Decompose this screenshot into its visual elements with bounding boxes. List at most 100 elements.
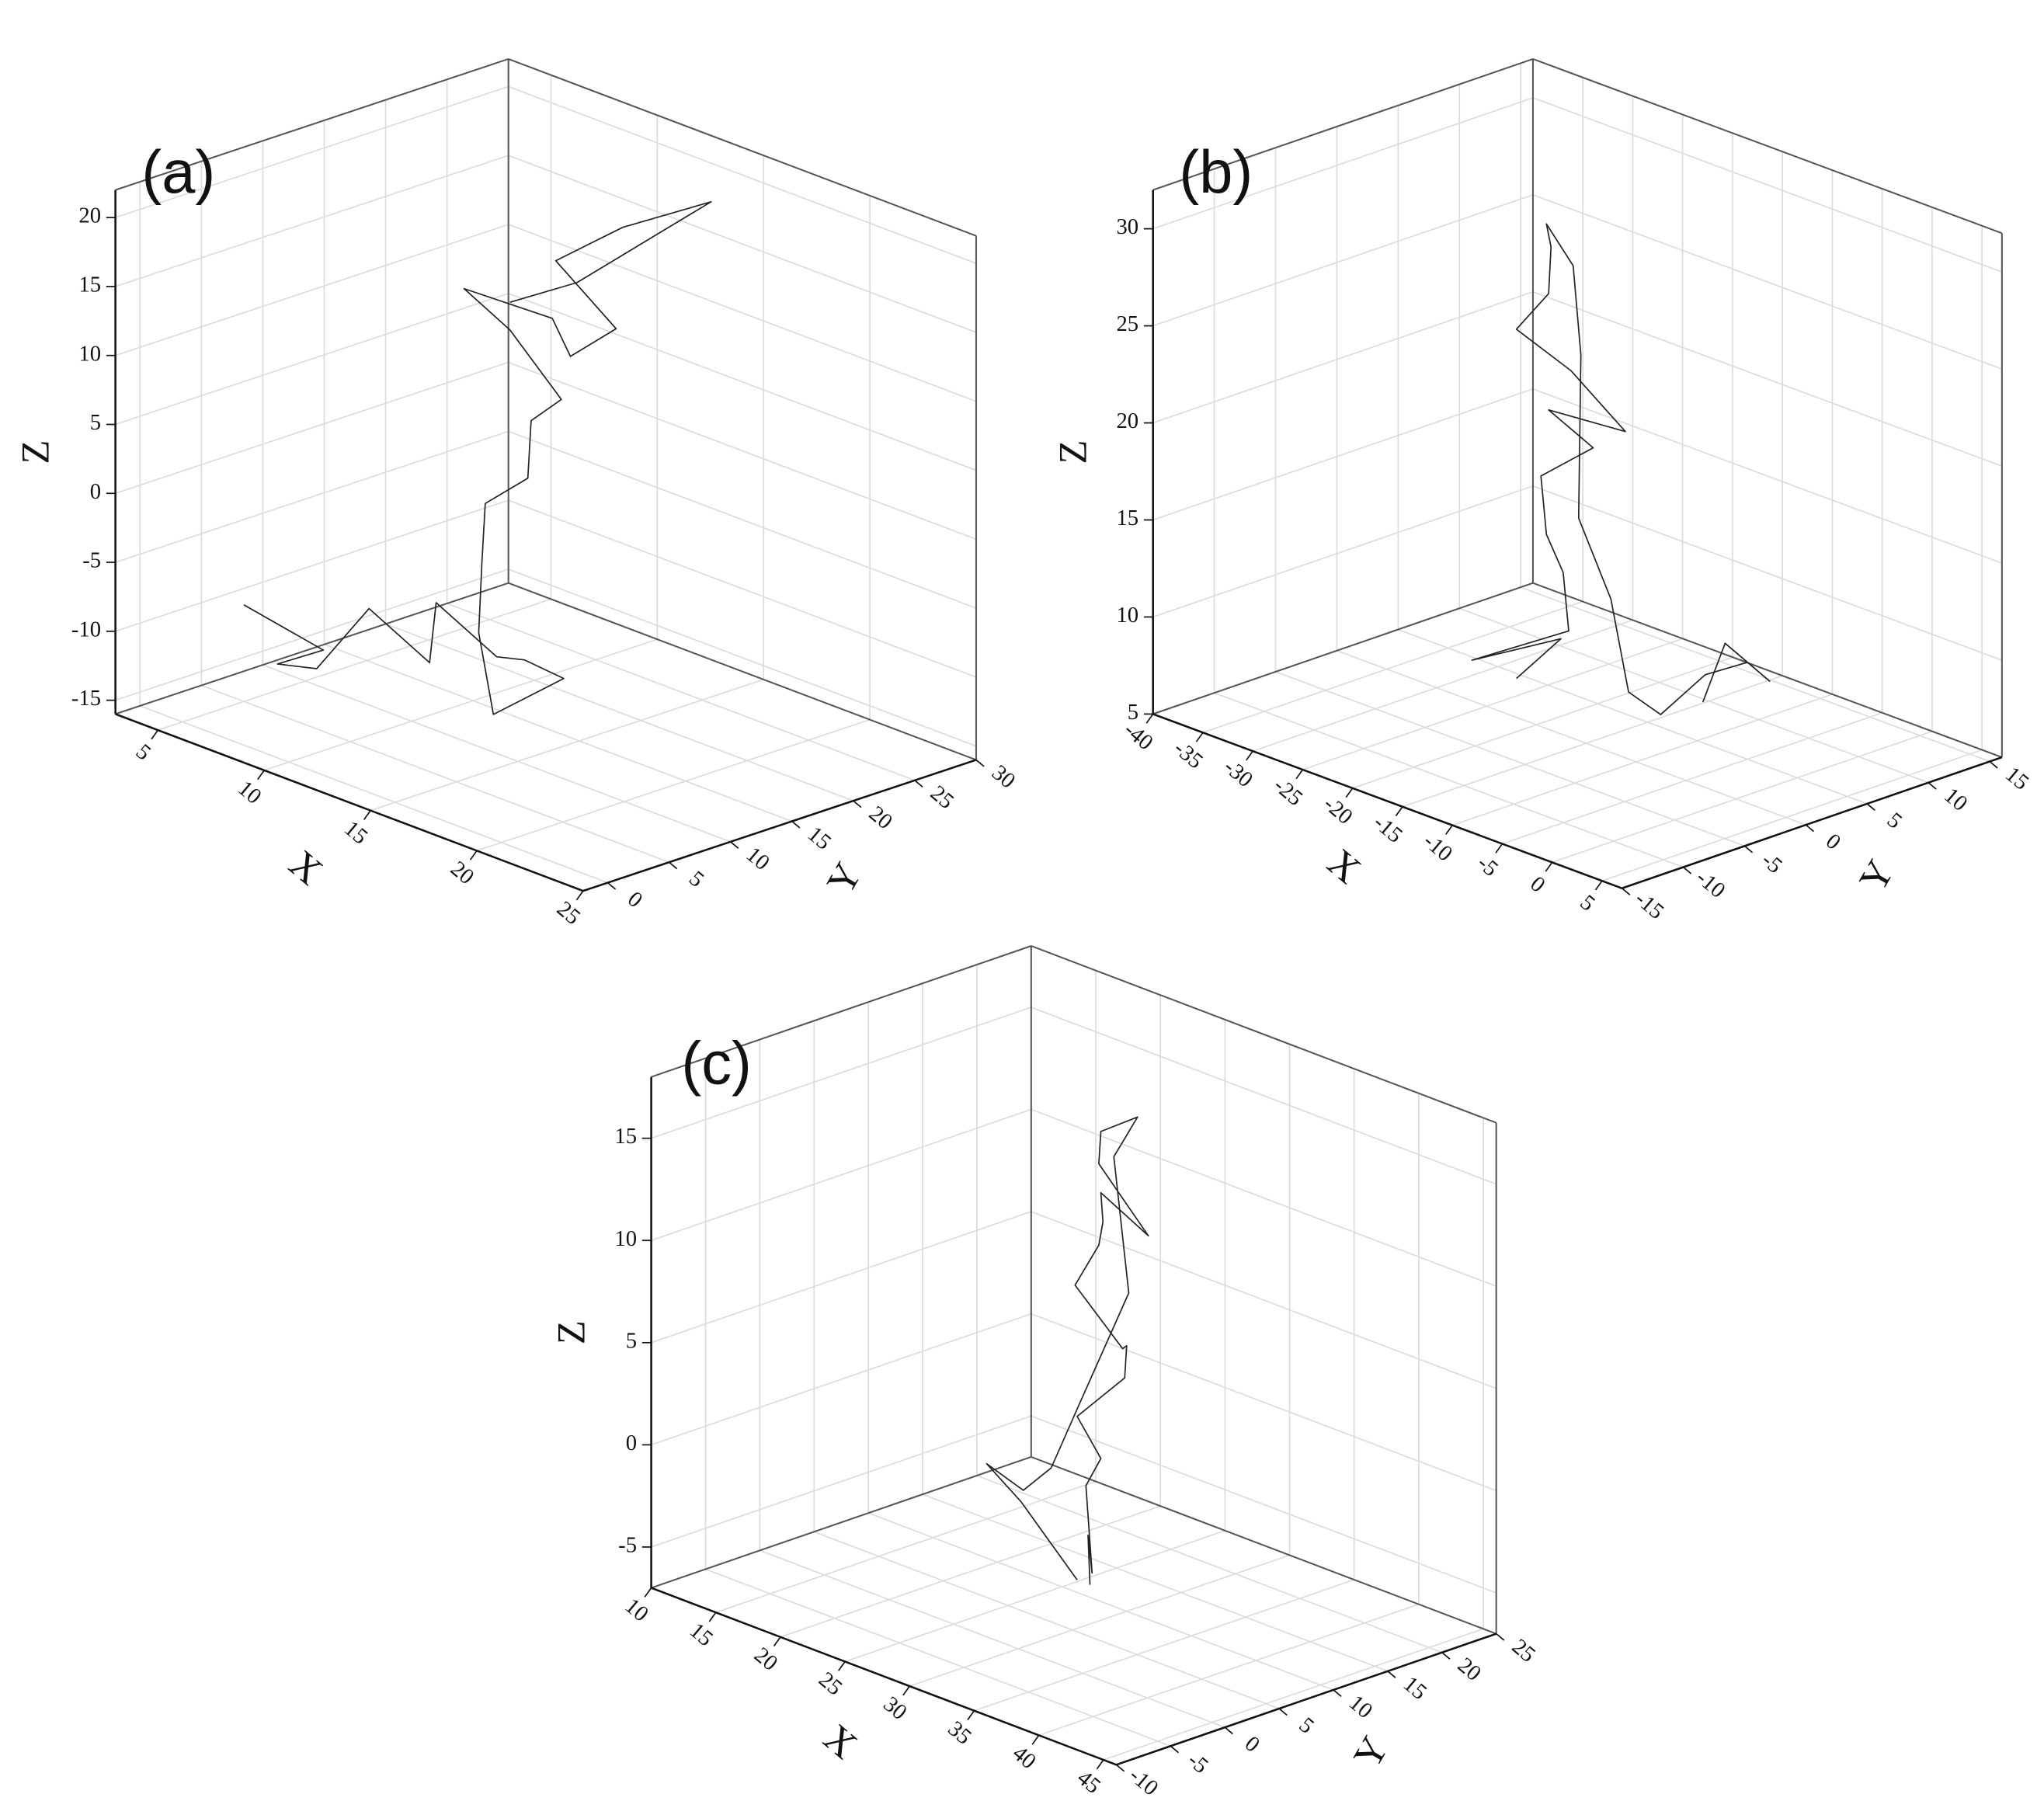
x-tick xyxy=(1031,1734,1040,1745)
grid-line xyxy=(508,293,977,471)
x-tick-label: 25 xyxy=(814,1667,847,1701)
box-edge xyxy=(1532,582,2003,759)
grid-line xyxy=(115,430,509,563)
y-tick-label: 15 xyxy=(1399,1671,1432,1705)
z-axis-title: Z xyxy=(549,1320,593,1344)
y-tick-label: 25 xyxy=(926,781,959,814)
y-tick xyxy=(914,780,923,788)
y-tick xyxy=(607,881,617,890)
grid-line xyxy=(976,1475,1443,1653)
y-tick-label: 0 xyxy=(1240,1731,1265,1758)
grid-line xyxy=(1458,607,1929,784)
x-axis xyxy=(115,713,584,892)
z-tick-label: 30 xyxy=(1116,214,1138,239)
box-edge xyxy=(651,1455,1032,1589)
x-tick-label: 5 xyxy=(131,739,156,766)
x-tick xyxy=(1594,880,1603,891)
x-tick-label: -5 xyxy=(1472,850,1503,881)
grid-line xyxy=(1031,1313,1496,1492)
grid-line xyxy=(262,664,731,843)
x-axis-title: X xyxy=(281,842,331,893)
x-tick xyxy=(257,770,265,781)
x-tick-label: -40 xyxy=(1119,717,1158,755)
x-tick xyxy=(1295,769,1304,780)
grid-line xyxy=(115,361,509,495)
grid-line xyxy=(1252,619,1633,752)
grid-line xyxy=(760,1549,1225,1728)
x-axis xyxy=(1152,713,1623,889)
grid-line xyxy=(1451,694,1833,826)
grid-line xyxy=(385,623,854,801)
x-axis xyxy=(651,1587,1117,1766)
panel-label: (b) xyxy=(1179,139,1253,206)
y-tick xyxy=(1928,782,1937,790)
grid-line xyxy=(1031,1211,1496,1389)
z-tick-label: 25 xyxy=(1116,311,1138,336)
x-tick-label: -10 xyxy=(1419,829,1458,867)
y-tick xyxy=(975,759,985,767)
x-tick-label: 30 xyxy=(878,1692,912,1725)
grid-line xyxy=(867,1512,1334,1691)
grid-line xyxy=(922,1493,1389,1672)
x-tick xyxy=(1145,713,1154,724)
grid-line xyxy=(1202,600,1583,734)
box-edge xyxy=(1532,57,2003,235)
x-tick xyxy=(575,890,584,901)
z-tick-label: -10 xyxy=(71,617,101,641)
grid-line xyxy=(1275,671,1745,847)
x-tick xyxy=(967,1710,975,1721)
grid-line xyxy=(508,430,977,609)
x-tick xyxy=(1195,732,1204,742)
x-tick-label: 15 xyxy=(339,816,373,850)
grid-line xyxy=(651,1415,1032,1548)
y-tick-label: 0 xyxy=(1821,829,1846,855)
z-tick-label: 10 xyxy=(614,1226,637,1251)
box-edge xyxy=(1031,945,1497,1124)
z-tick-label: 15 xyxy=(614,1124,637,1149)
z-tick-label: 5 xyxy=(626,1328,637,1353)
z-tick-label: 20 xyxy=(1116,409,1138,433)
y-axis xyxy=(582,759,977,892)
grid-line xyxy=(813,1531,1280,1709)
grid-line xyxy=(1152,194,1534,327)
y-tick xyxy=(1387,1671,1396,1678)
y-tick xyxy=(1989,760,1998,769)
z-tick-label: -5 xyxy=(618,1533,637,1558)
y-tick xyxy=(1278,1708,1288,1716)
y-tick-label: -10 xyxy=(1125,1763,1163,1801)
grid-line xyxy=(651,1007,1032,1139)
y-tick xyxy=(1496,1632,1505,1641)
y-tick-label: 20 xyxy=(1453,1653,1486,1686)
grid-line xyxy=(1038,1603,1420,1737)
y-tick-label: 20 xyxy=(864,801,898,834)
grid-line xyxy=(1152,388,1534,521)
z-tick-label: 5 xyxy=(90,410,101,435)
x-tick xyxy=(1545,861,1553,872)
box-edge xyxy=(1152,582,1534,715)
y-tick xyxy=(1682,866,1692,874)
y-tick xyxy=(1805,824,1815,833)
z-tick-label: -5 xyxy=(82,548,101,573)
panel-label: (c) xyxy=(681,1030,751,1097)
x-tick-label: 40 xyxy=(1008,1740,1041,1774)
y-axis-title: Y xyxy=(819,855,871,902)
grid-line xyxy=(1532,194,2003,370)
x-tick xyxy=(1246,750,1253,761)
y-tick xyxy=(853,800,862,808)
grid-line xyxy=(324,643,793,822)
grid-line xyxy=(1214,692,1684,868)
grid-line xyxy=(715,1480,1097,1614)
box-edge xyxy=(1031,1455,1497,1635)
y-tick xyxy=(1224,1726,1233,1735)
trajectory xyxy=(985,1116,1149,1585)
z-tick-label: 15 xyxy=(78,272,101,297)
grid-line xyxy=(1031,1007,1496,1185)
x-tick-label: 15 xyxy=(685,1618,718,1651)
x-tick-label: 20 xyxy=(446,856,479,889)
grid-line xyxy=(508,155,977,333)
z-tick-label: 10 xyxy=(78,341,101,366)
grid-line xyxy=(1152,485,1534,618)
y-tick-label: 10 xyxy=(1344,1690,1378,1723)
y-tick-label: 10 xyxy=(1939,783,1973,816)
